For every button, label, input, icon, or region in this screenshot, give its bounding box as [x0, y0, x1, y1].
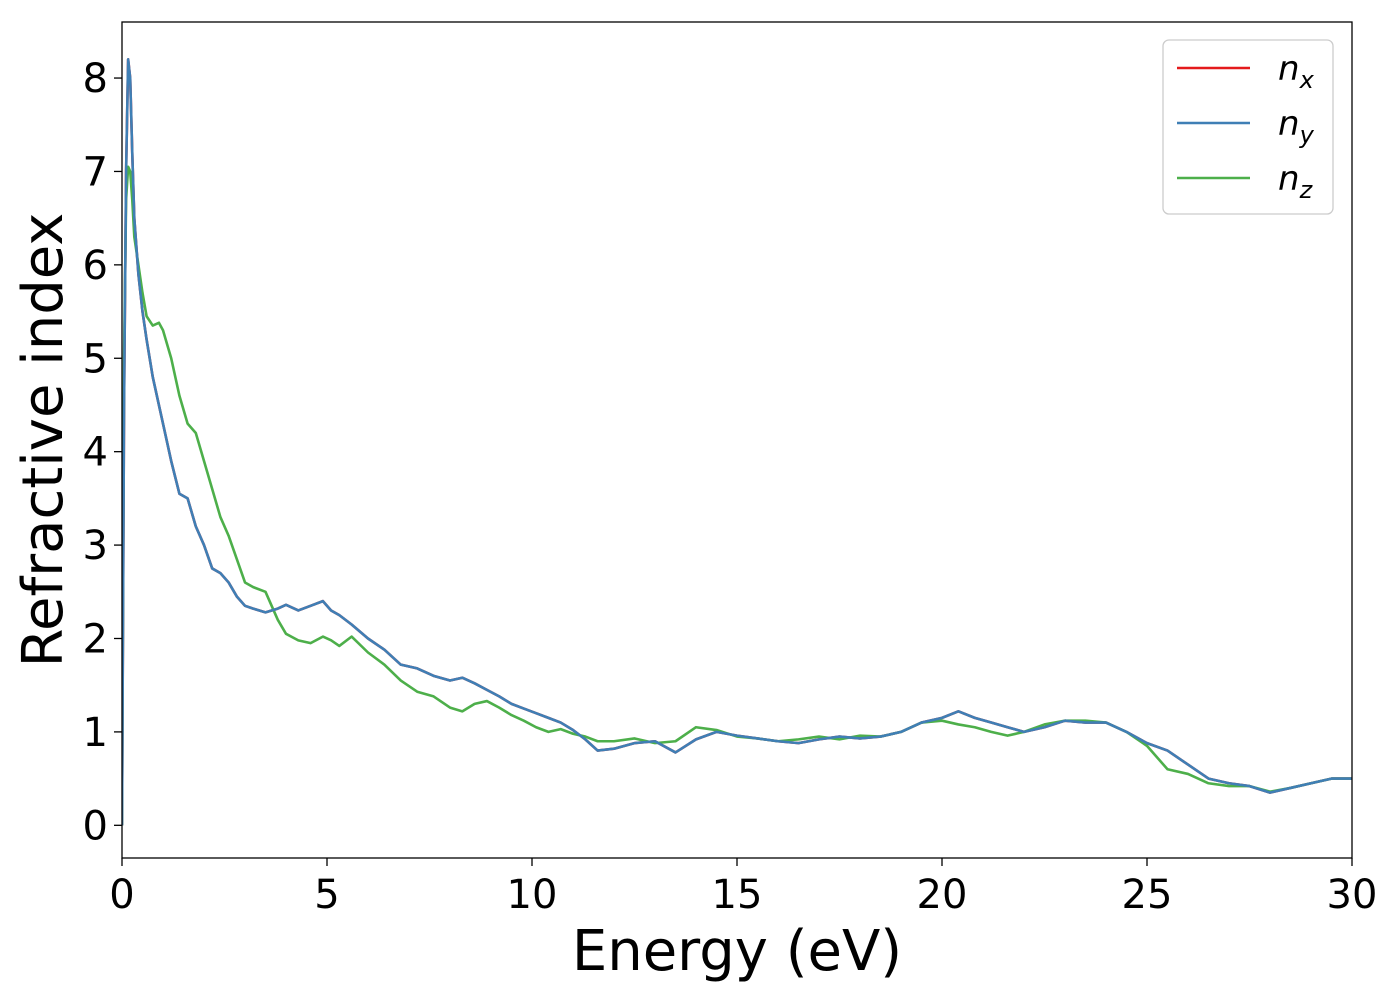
x-axis-label: Energy (eV) [572, 919, 902, 984]
legend-label-base: n [1278, 159, 1300, 199]
legend-label-x: nx [1278, 49, 1315, 94]
y-tick-label: 6 [83, 243, 108, 289]
legend-label-base: n [1278, 104, 1300, 144]
y-tick-label: 5 [83, 336, 108, 382]
x-tick-label: 25 [1122, 872, 1173, 918]
x-tick-label: 10 [507, 872, 558, 918]
x-tick-label: 0 [109, 872, 134, 918]
y-tick-label: 1 [83, 710, 108, 756]
y-tick-label: 4 [83, 430, 108, 476]
legend-label-base: n [1278, 49, 1300, 89]
legend-label-sub: y [1299, 121, 1315, 149]
y-axis-label: Refractive index [11, 213, 76, 668]
plot-area [122, 58, 1352, 826]
legend-label-z: nz [1278, 159, 1314, 204]
legend-label-sub: x [1299, 66, 1315, 94]
x-tick-label: 20 [917, 872, 968, 918]
x-tick-label: 15 [712, 872, 763, 918]
y-tick-label: 2 [83, 616, 108, 662]
legend-label-y: ny [1278, 104, 1315, 149]
y-axis: 0 1 2 3 4 5 6 7 8 [83, 56, 122, 849]
y-tick-label: 8 [83, 56, 108, 102]
y-tick-label: 7 [83, 149, 108, 195]
x-tick-label: 30 [1327, 872, 1378, 918]
series-line-y [122, 58, 1352, 826]
series-line-z [122, 165, 1352, 826]
legend-box [1162, 39, 1334, 215]
legend-label-sub: z [1299, 176, 1314, 204]
x-tick-label: 5 [314, 872, 339, 918]
y-tick-label: 3 [83, 523, 108, 569]
y-tick-label: 0 [83, 803, 108, 849]
x-axis: 0 5 10 15 20 25 30 [109, 858, 1377, 918]
